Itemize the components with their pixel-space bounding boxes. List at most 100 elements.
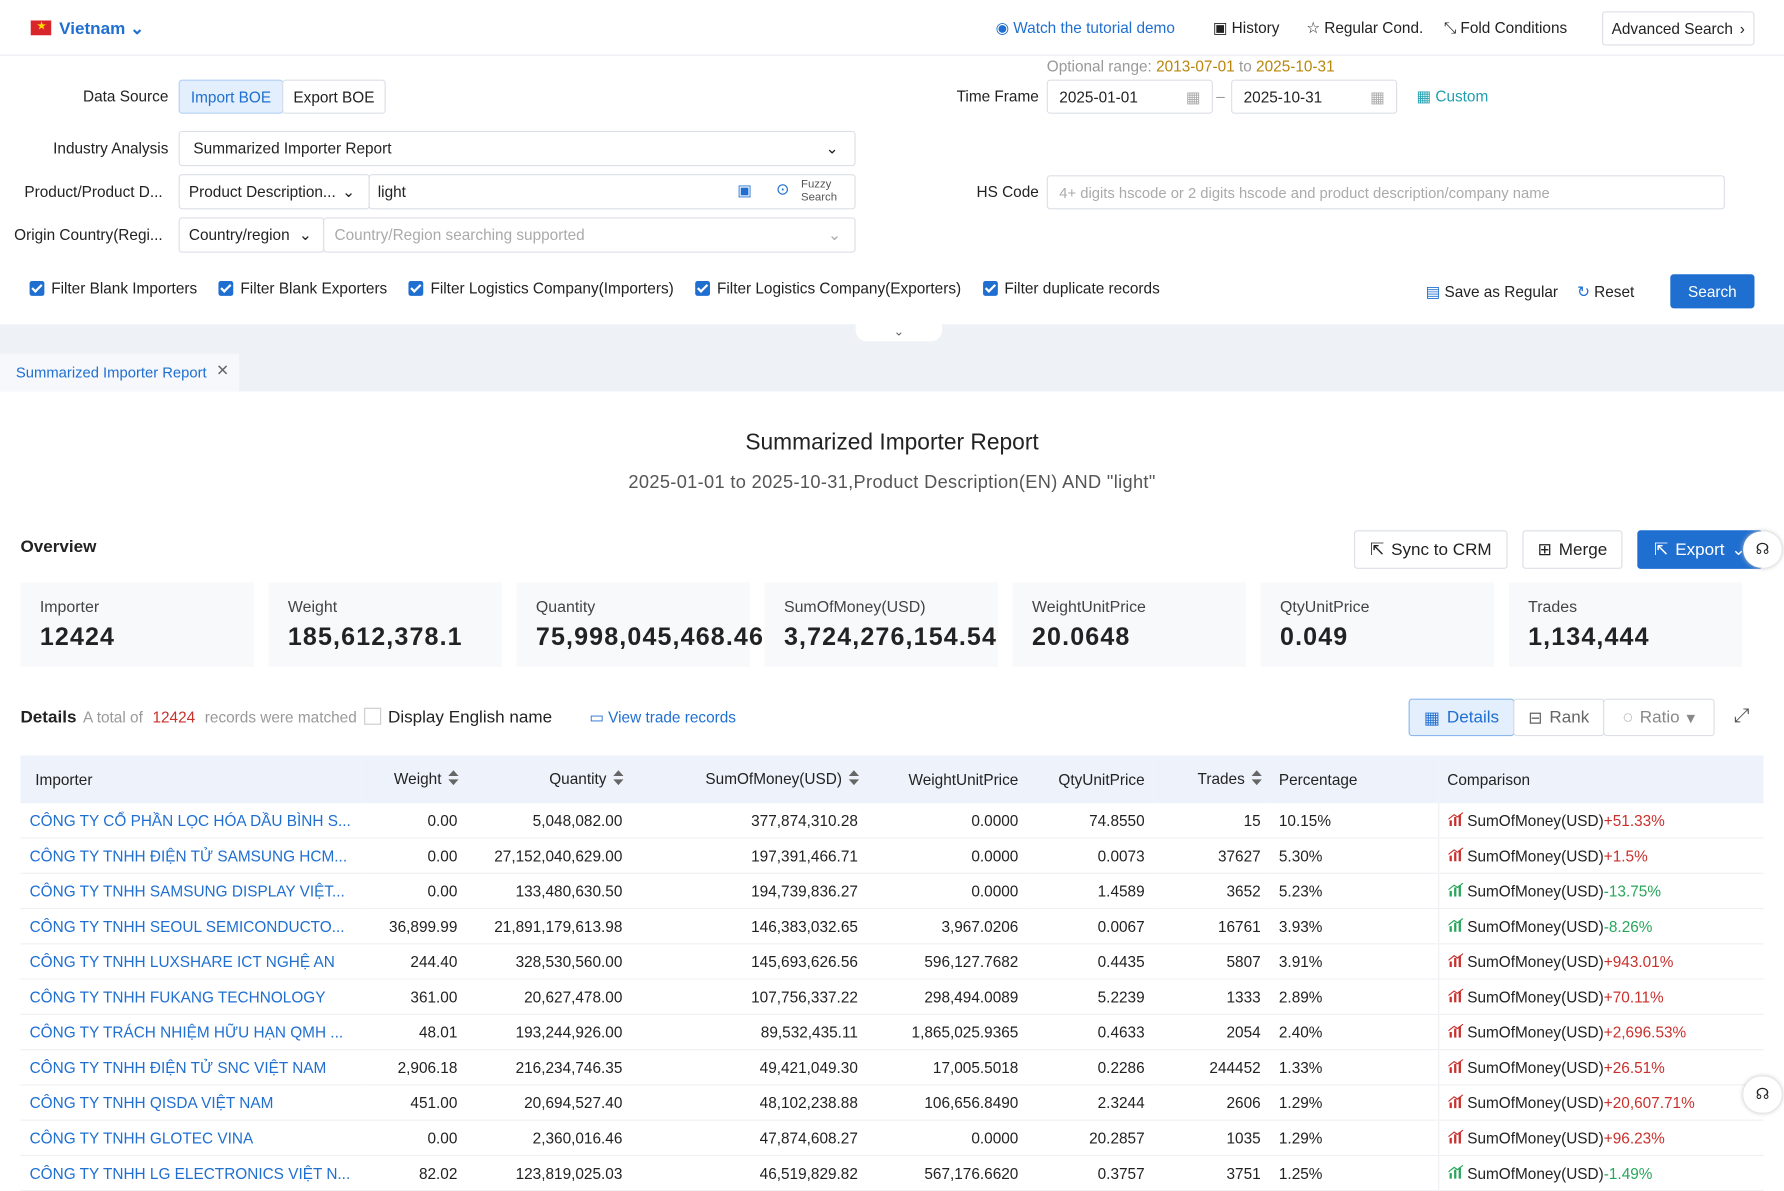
stat-value: 12424 xyxy=(39,622,116,651)
ratio-view-text: Ratio xyxy=(1639,707,1680,728)
sort-icon[interactable] xyxy=(448,770,459,788)
comparison-label: SumOfMoney(USD) xyxy=(1467,988,1604,1006)
table-cell: 361.00 xyxy=(361,979,467,1015)
collapse-toggle[interactable]: ⌄ xyxy=(855,324,943,342)
table-cell: 5.30% xyxy=(1269,837,1439,874)
column-header[interactable]: Quantity xyxy=(466,755,632,804)
table-cell: 244.40 xyxy=(361,943,467,980)
search-button[interactable]: Search xyxy=(1670,274,1755,309)
stat-value: 1,134,444 xyxy=(1528,622,1650,651)
comparison-change: -1.49% xyxy=(1603,1164,1653,1182)
optional-range: Optional range: 2013-07-01 to 2025-10-31 xyxy=(1047,58,1335,75)
merge-button[interactable]: ⊞ Merge xyxy=(1522,530,1623,569)
filter-checkbox[interactable]: Filter Logistics Company(Exporters) xyxy=(695,280,961,297)
table-row: CÔNG TY TNHH ĐIỆN TỬ SNC VIỆT NAM 2,906.1… xyxy=(20,1049,1764,1086)
start-date-input[interactable]: 2025-01-01 ▦ xyxy=(1046,79,1213,114)
importer-link[interactable]: CÔNG TY TNHH SAMSUNG DISPLAY VIỆT... xyxy=(20,873,362,910)
sort-icon[interactable] xyxy=(848,770,860,788)
importer-link[interactable]: CÔNG TY TNHH SEOUL SEMICONDUCTO... xyxy=(20,908,362,945)
ratio-view-button[interactable]: ◌ Ratio ▾ xyxy=(1603,698,1715,737)
support-button[interactable]: ☊ xyxy=(1743,1076,1782,1113)
table-cell: 0.4633 xyxy=(1027,1014,1154,1051)
advanced-search-button[interactable]: Advanced Search › xyxy=(1602,11,1755,46)
trend-icon xyxy=(1447,811,1463,829)
overview-label: Overview xyxy=(20,537,97,557)
table-cell: 49,421,049.30 xyxy=(631,1049,868,1086)
table-cell: 244452 xyxy=(1153,1049,1270,1086)
details-view-button[interactable]: ▦ Details xyxy=(1408,698,1515,737)
table-cell: 15 xyxy=(1153,803,1270,839)
rank-view-button[interactable]: ⊟ Rank xyxy=(1513,698,1605,737)
importer-link[interactable]: CÔNG TY TNHH ĐIỆN TỬ SAMSUNG HCM... xyxy=(20,837,362,874)
importer-link[interactable]: CÔNG TY TNHH GLOTEC VINA xyxy=(20,1120,362,1157)
importer-link[interactable]: CÔNG TY TNHH LG ELECTRONICS VIỆT N... xyxy=(20,1155,362,1191)
save-regular-button[interactable]: ▤ Save as Regular xyxy=(1425,283,1559,301)
product-value: light xyxy=(377,183,406,201)
filter-checkbox[interactable]: Filter Logistics Company(Importers) xyxy=(408,280,674,297)
table-cell: 36,899.99 xyxy=(361,908,467,945)
range-to: 2025-10-31 xyxy=(1256,58,1335,76)
filter-checkbox[interactable]: Filter Blank Importers xyxy=(29,280,198,297)
fold-link[interactable]: ⤡ Fold Conditions xyxy=(1443,19,1568,37)
end-date-input[interactable]: 2025-10-31 ▦ xyxy=(1231,79,1398,114)
column-header[interactable]: Trades xyxy=(1153,755,1270,804)
sync-crm-button[interactable]: ⇱ Sync to CRM xyxy=(1353,530,1508,569)
table-cell: 89,532,435.11 xyxy=(631,1014,868,1051)
country-selector[interactable]: Vietnam ⌄ xyxy=(59,19,145,39)
tab-close[interactable]: ✕ xyxy=(216,361,230,379)
table-cell: 20,694,527.40 xyxy=(466,1084,632,1121)
table-cell: 298,494.0089 xyxy=(867,979,1028,1015)
sort-icon[interactable] xyxy=(1251,770,1262,788)
importer-link[interactable]: CÔNG TY CỔ PHẦN LỌC HÓA DẦU BÌNH S... xyxy=(20,803,362,839)
stat-label: Importer xyxy=(39,597,100,616)
column-header[interactable]: SumOfMoney(USD) xyxy=(631,755,868,804)
importer-link[interactable]: CÔNG TY TNHH QISDA VIỆT NAM xyxy=(20,1084,362,1121)
table-cell: 3751 xyxy=(1153,1155,1270,1191)
english-name-toggle[interactable]: Display English name xyxy=(364,707,552,727)
filter-checkbox[interactable]: Filter duplicate records xyxy=(982,280,1160,297)
origin-type-select[interactable]: Country/region ⌄ xyxy=(178,217,325,253)
tutorial-link[interactable]: ◉ Watch the tutorial demo xyxy=(995,19,1175,37)
checkbox-mark xyxy=(29,281,45,296)
regular-link[interactable]: ☆ Regular Cond. xyxy=(1306,19,1424,37)
importer-link[interactable]: CÔNG TY TNHH FUKANG TECHNOLOGY xyxy=(20,979,362,1015)
comparison-cell: SumOfMoney(USD)-13.75% xyxy=(1437,873,1764,910)
range-label: Optional range: xyxy=(1046,58,1152,76)
table-cell: 0.0067 xyxy=(1027,908,1154,945)
table-cell: 197,391,466.71 xyxy=(631,837,868,874)
export-button[interactable]: ⇱ Export ⌄ xyxy=(1637,530,1763,569)
reset-button[interactable]: ↻ Reset xyxy=(1576,283,1635,301)
fuzzy-search-button[interactable]: Fuzzy Search xyxy=(801,179,837,204)
export-boe-option[interactable]: Export BOE xyxy=(282,79,386,114)
hs-code-input[interactable]: 4+ digits hscode or 2 digits hscode and … xyxy=(1046,175,1725,210)
trend-icon xyxy=(1447,1128,1463,1146)
view-records-link[interactable]: ▭ View trade records xyxy=(589,708,736,726)
product-type-select[interactable]: Product Description... ⌄ xyxy=(178,174,370,210)
trend-icon xyxy=(1447,1164,1463,1182)
table-cell: 0.0073 xyxy=(1027,837,1154,874)
sync-text: Sync to CRM xyxy=(1391,539,1492,560)
stat-card: WeightUnitPrice 20.0648 xyxy=(1012,582,1246,667)
industry-select[interactable]: Summarized Importer Report ⌄ xyxy=(178,130,856,167)
fullscreen-button[interactable]: ⤢ xyxy=(1734,704,1750,726)
product-input[interactable]: light ▣ xyxy=(368,174,856,210)
custom-link[interactable]: ▦ Custom xyxy=(1416,87,1489,105)
importer-link[interactable]: CÔNG TY TNHH LUXSHARE ICT NGHỆ AN xyxy=(20,943,362,980)
column-header[interactable]: Weight xyxy=(361,755,467,804)
comparison-cell: SumOfMoney(USD)-8.26% xyxy=(1437,908,1764,945)
rank-view-text: Rank xyxy=(1549,707,1590,728)
table-cell: 106,656.8490 xyxy=(867,1084,1028,1121)
import-boe-option[interactable]: Import BOE xyxy=(178,79,284,114)
report-tab[interactable]: Summarized Importer Report ✕ xyxy=(0,353,239,392)
stat-label: Trades xyxy=(1528,597,1578,616)
fuzzy-line: Fuzzy xyxy=(801,178,832,192)
importer-link[interactable]: CÔNG TY TNHH ĐIỆN TỬ SNC VIỆT NAM xyxy=(20,1049,362,1086)
column-label: Trades xyxy=(1197,770,1245,788)
comparison-cell: SumOfMoney(USD)+1.5% xyxy=(1437,837,1764,874)
importer-link[interactable]: CÔNG TY TRÁCH NHIỆM HỮU HẠN QMH ... xyxy=(20,1014,362,1051)
support-button[interactable]: ☊ xyxy=(1743,531,1782,568)
history-link[interactable]: ▣ History xyxy=(1212,19,1280,37)
origin-input[interactable]: Country/Region searching supported ⌄ xyxy=(323,217,856,253)
sort-icon[interactable] xyxy=(613,770,624,788)
filter-checkbox[interactable]: Filter Blank Exporters xyxy=(218,280,387,297)
